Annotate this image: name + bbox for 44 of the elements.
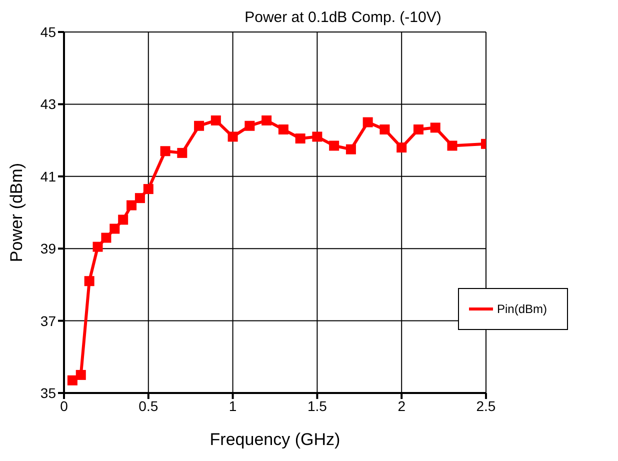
chart-title: Power at 0.1dB Comp. (-10V) (244, 8, 442, 28)
point (346, 144, 356, 154)
point (430, 122, 440, 133)
y-axis-title: Power (dBm) (7, 162, 26, 262)
x-tick-label: 0 (60, 398, 68, 414)
point (447, 140, 458, 151)
point (110, 224, 120, 234)
point (278, 124, 288, 134)
point (312, 132, 322, 142)
y-tick-label: 35 (40, 384, 56, 401)
point (76, 370, 86, 380)
point (84, 276, 94, 286)
point (396, 142, 407, 153)
point (228, 132, 238, 142)
point (67, 375, 78, 386)
y-tick-label: 37 (40, 312, 56, 329)
point (92, 242, 103, 252)
point (295, 133, 306, 144)
y-tick-label: 45 (40, 24, 56, 40)
point (134, 193, 145, 204)
y-tick-label: 41 (40, 168, 56, 184)
x-tick-label: 0.5 (138, 398, 158, 414)
point (210, 115, 221, 126)
x-tick-label: 2 (398, 398, 406, 414)
x-axis-title: Frequency (GHz) (210, 430, 340, 449)
legend-label: Pin(dBm) (496, 302, 547, 316)
point (160, 146, 170, 156)
x-tick-label: 1.5 (307, 398, 328, 414)
point (143, 184, 154, 194)
point (126, 200, 137, 210)
point (244, 120, 255, 131)
point (413, 124, 424, 134)
point (380, 124, 390, 134)
y-tick-label: 39 (40, 240, 56, 257)
y-tick-label: 43 (40, 96, 56, 112)
point (262, 115, 272, 126)
point (329, 140, 340, 151)
x-tick-label: 2.5 (476, 398, 496, 414)
x-tick-label: 1 (228, 398, 237, 414)
point (362, 117, 373, 128)
point (177, 148, 188, 158)
point (118, 214, 128, 225)
point (194, 120, 204, 131)
point (101, 232, 112, 243)
